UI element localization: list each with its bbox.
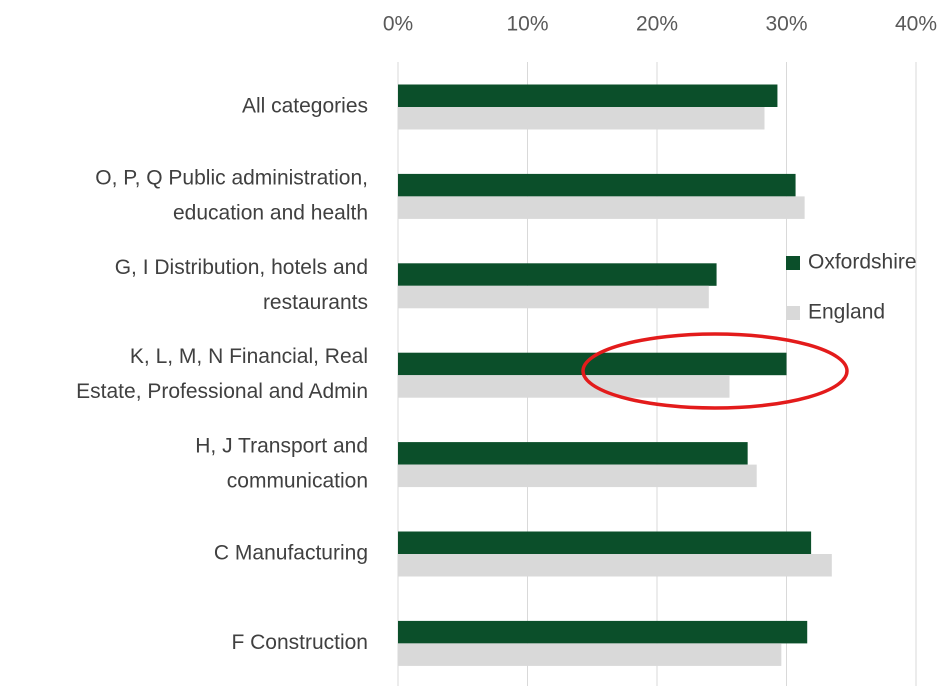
y-tick-label: communication [227,470,368,493]
x-tick-label: 10% [506,13,548,36]
bar [398,375,730,398]
x-tick-label: 20% [636,13,678,36]
y-tick-label: restaurants [263,291,368,314]
x-tick-label: 40% [895,13,937,36]
y-tick-label: K, L, M, N Financial, Real [130,345,368,368]
bar [398,442,748,465]
x-tick-label: 0% [383,13,413,36]
legend-swatch [786,306,800,320]
y-tick-label: Estate, Professional and Admin [76,380,368,403]
bar [398,84,778,107]
legend-label: England [808,301,885,324]
bar [398,285,709,309]
legend-label: Oxfordshire [808,251,917,274]
x-tick-label: 30% [765,13,807,36]
y-tick-label: O, P, Q Public administration, [95,166,368,189]
bar [398,464,757,488]
bar [398,554,832,577]
y-tick-label: F Construction [231,631,368,654]
bar [398,173,796,197]
y-tick-label: education and health [173,201,368,224]
bar [398,531,812,554]
y-tick-label: C Manufacturing [214,542,368,565]
bar [398,352,787,376]
y-tick-label: All categories [242,95,368,118]
bar [398,620,808,644]
y-tick-label: H, J Transport and [195,435,368,458]
bar [398,263,717,286]
highlight-ellipse [581,332,849,410]
bar [398,196,805,219]
y-tick-label: G, I Distribution, hotels and [115,256,368,279]
bar [398,107,765,130]
legend-swatch [786,256,800,270]
bar [398,643,782,666]
